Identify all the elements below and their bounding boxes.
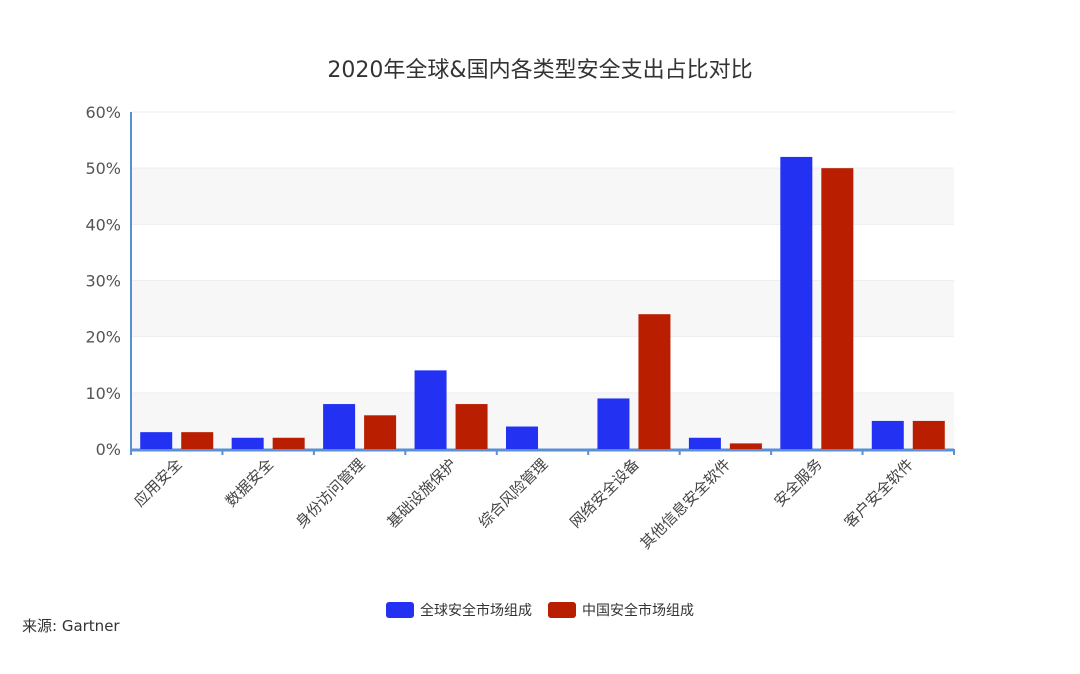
y-tick-label: 20% xyxy=(85,328,121,347)
grid-band xyxy=(131,168,954,225)
x-tick-label: 客户安全软件 xyxy=(841,455,917,531)
bar-global xyxy=(780,156,813,449)
bar-global xyxy=(871,420,904,449)
legend-label: 全球安全市场组成 xyxy=(420,603,532,619)
y-tick-label: 0% xyxy=(96,440,121,459)
x-tick-label: 安全服务 xyxy=(770,455,825,510)
bar-global xyxy=(140,432,173,449)
y-tick-label: 40% xyxy=(85,215,121,234)
y-tick-label: 60% xyxy=(85,103,121,122)
legend-swatch xyxy=(548,602,576,618)
legend-item-china[interactable]: 中国安全市场组成 xyxy=(548,600,694,620)
y-tick-label: 50% xyxy=(85,159,121,178)
bar-china xyxy=(821,168,854,449)
bar-global xyxy=(231,437,264,449)
bar-china xyxy=(455,404,488,449)
legend-swatch xyxy=(386,602,414,618)
bar-global xyxy=(414,370,447,449)
grid-band xyxy=(131,392,954,449)
x-tick-label: 数据安全 xyxy=(222,455,277,510)
grid-band xyxy=(131,280,954,337)
x-tick-label: 基础设施保护 xyxy=(384,455,460,531)
legend: 全球安全市场组成 中国安全市场组成 xyxy=(0,600,1080,620)
bar-china xyxy=(638,314,671,449)
x-tick-label: 身份访问管理 xyxy=(292,455,368,531)
x-tick-label: 其他信息安全软件 xyxy=(637,455,735,553)
y-tick-label: 30% xyxy=(85,272,121,291)
bar-china xyxy=(364,415,397,449)
y-tick-label: 10% xyxy=(85,384,121,403)
x-tick-label: 网络安全设备 xyxy=(566,455,642,531)
bar-china xyxy=(729,443,762,449)
bar-global xyxy=(506,426,538,449)
chart-title: 2020年全球&国内各类型安全支出占比对比 xyxy=(327,58,753,83)
bar-global xyxy=(597,398,630,449)
legend-item-global[interactable]: 全球安全市场组成 xyxy=(386,600,532,620)
bar-china xyxy=(912,420,945,449)
x-tick-label: 应用安全 xyxy=(130,455,185,510)
bar-global xyxy=(323,404,356,449)
bar-global xyxy=(688,437,721,449)
legend-label: 中国安全市场组成 xyxy=(582,603,694,619)
source-note: 来源: Gartner xyxy=(22,617,120,635)
bar-china xyxy=(272,437,305,449)
bar-china xyxy=(181,432,214,449)
x-tick-label: 综合风险管理 xyxy=(475,455,551,531)
